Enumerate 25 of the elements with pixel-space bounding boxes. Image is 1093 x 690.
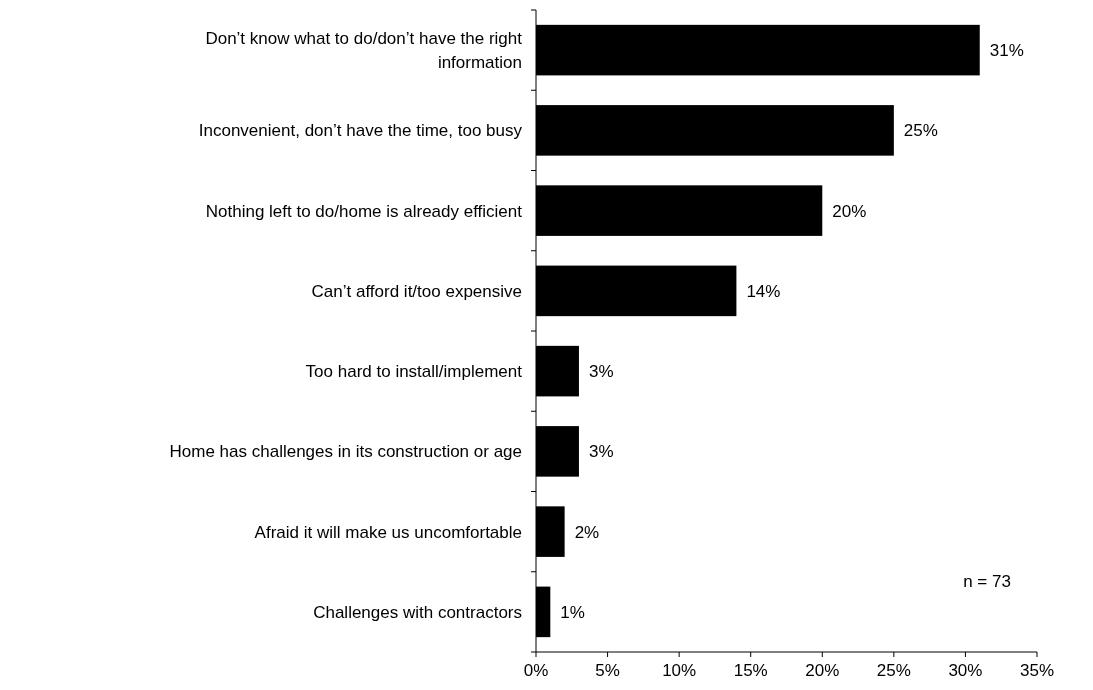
x-tick-label: 30%: [948, 661, 983, 680]
x-tick-label: 25%: [876, 661, 911, 680]
y-tick-label: Home has challenges in its construction or age: [169, 442, 522, 462]
y-tick-label: Don’t know what to do/don’t have the right information: [205, 29, 523, 73]
y-tick-label: Too hard to install/implement: [305, 362, 523, 382]
data-label: 25%: [903, 121, 938, 141]
data-label: 2%: [574, 522, 600, 542]
y-tick-label: Challenges with contractors: [313, 602, 522, 622]
x-tick-label: 20%: [805, 661, 840, 680]
data-label: 31%: [989, 41, 1024, 61]
y-tick-label: Afraid it will make us uncomfortable: [254, 522, 522, 542]
data-label: 14%: [746, 281, 781, 301]
data-label: 1%: [560, 602, 585, 622]
y-tick-label: Can’t afford it/too expensive: [311, 281, 522, 301]
data-label: 3%: [588, 362, 614, 382]
annotation: n = 73: [963, 572, 1011, 591]
x-tick-label: 10%: [662, 661, 697, 680]
y-tick-label: Nothing left to do/home is already efficient: [205, 201, 523, 221]
x-tick-label: 0%: [523, 661, 549, 680]
x-tick-label: 5%: [595, 661, 620, 680]
y-tick-label: Inconvenient, don’t have the time, too busy: [198, 121, 523, 141]
data-label: 20%: [832, 201, 867, 221]
data-label: 3%: [588, 442, 614, 462]
x-tick-label: 35%: [1019, 661, 1055, 680]
x-tick-label: 15%: [733, 661, 768, 680]
